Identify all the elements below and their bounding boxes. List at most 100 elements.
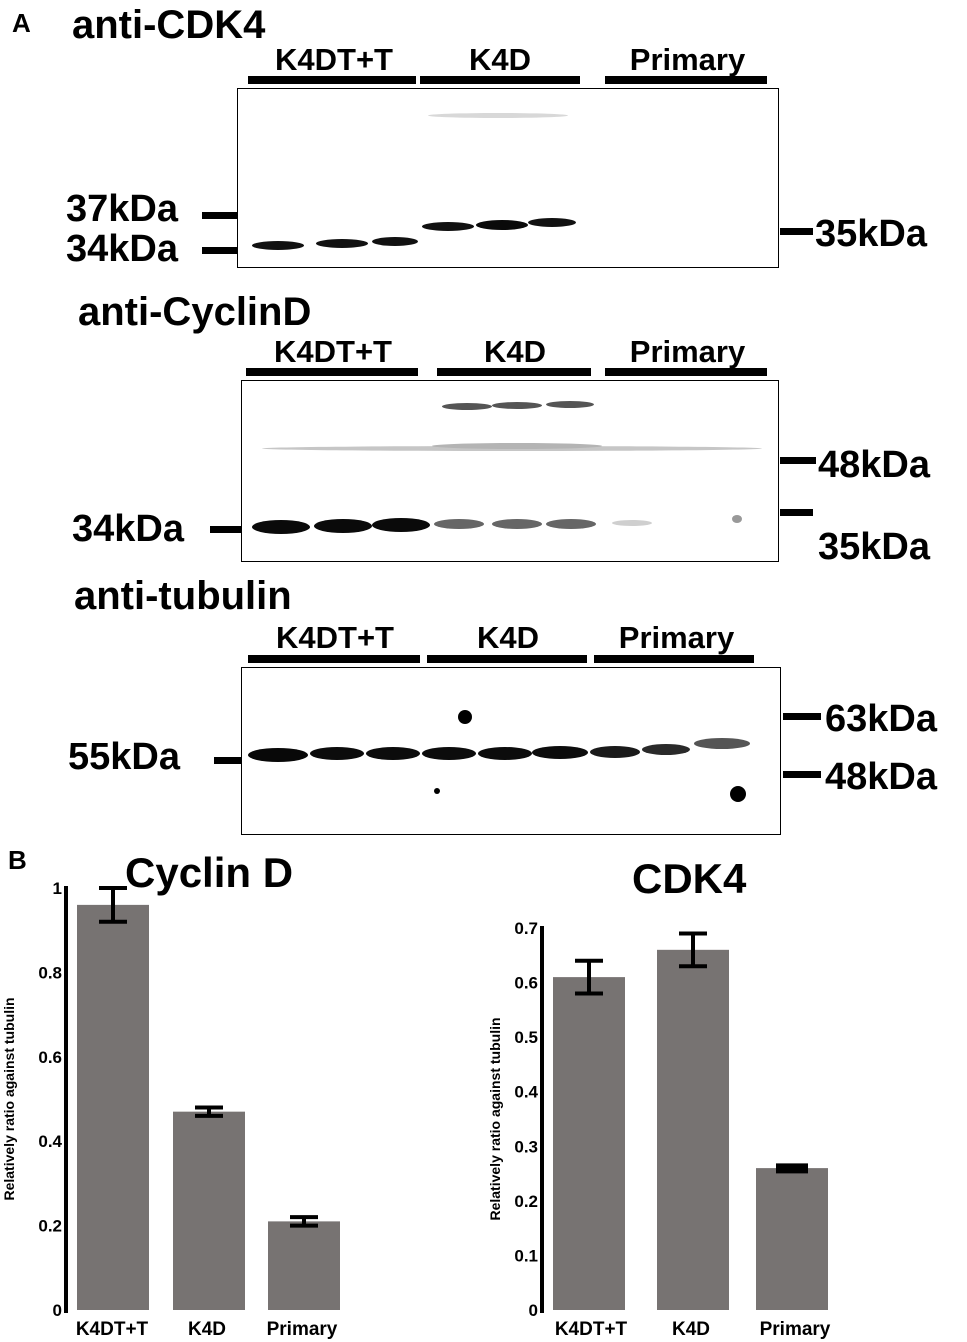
x-category-label: K4D (188, 1319, 226, 1340)
mw-marker-right: 35kDa (818, 526, 930, 568)
bar-chart-cdk4: 0 0.1 0.2 0.3 0.4 0.5 0.6 0.7 Relatively ratio a… (487, 919, 831, 1340)
y-tick-label: 0.6 (38, 1048, 62, 1067)
bar (268, 1221, 340, 1310)
mw-tick (780, 457, 816, 464)
lane-bar (605, 368, 767, 376)
lane-label: K4DT+T (274, 334, 392, 369)
band (428, 113, 568, 118)
bar (756, 1168, 828, 1310)
y-tick-label: 1 (53, 879, 62, 898)
band (528, 218, 576, 227)
blot-speck (458, 710, 472, 724)
band (432, 443, 602, 449)
band (422, 222, 474, 231)
mw-tick (214, 757, 241, 764)
band (642, 744, 690, 755)
lane-bar (437, 368, 591, 376)
x-category-label: Primary (760, 1319, 831, 1340)
lane-bar (248, 76, 416, 84)
band (590, 746, 640, 758)
lane-label: Primary (618, 620, 735, 655)
mw-tick (202, 212, 237, 219)
mw-marker-right: 35kDa (815, 213, 927, 255)
blot-image-tubulin (241, 667, 781, 835)
band (546, 401, 594, 408)
band (476, 220, 528, 230)
lane-label: K4D (483, 334, 546, 369)
y-tick-label: 0.1 (514, 1246, 538, 1265)
panel-b-letter: B (8, 845, 27, 875)
y-tick-label: 0.2 (38, 1217, 62, 1236)
y-tick-label: 0.6 (514, 974, 538, 993)
band (316, 239, 368, 248)
x-category-label: K4DT+T (555, 1319, 628, 1340)
chart-title-cyclind: Cyclin D (125, 849, 294, 896)
lane-bar (246, 368, 418, 376)
blot-title-tubulin: anti-tubulin (74, 574, 292, 618)
mw-marker-right: 48kDa (825, 756, 937, 798)
mw-marker-left: 34kDa (72, 508, 184, 550)
mw-tick (783, 771, 821, 778)
mw-tick (780, 509, 813, 516)
lane-label: K4D (468, 42, 531, 77)
y-tick-label: 0 (529, 1301, 538, 1320)
band (372, 518, 430, 532)
mw-marker-left: 55kDa (68, 736, 180, 778)
band (310, 747, 364, 760)
band (442, 403, 492, 410)
band (422, 747, 476, 760)
band (492, 402, 542, 409)
x-category-label: K4D (672, 1319, 710, 1340)
bar-chart-cyclind: 0 0.2 0.4 0.6 0.8 1 Relatively ratio against t… (1, 879, 340, 1340)
y-tick-label: 0 (53, 1301, 62, 1320)
y-tick-label: 0.8 (38, 963, 62, 982)
bar (77, 904, 149, 1310)
mw-marker-right: 48kDa (818, 444, 930, 486)
y-tick-label: 0.2 (514, 1192, 538, 1211)
mw-marker-left: 34kDa (66, 228, 178, 270)
y-axis-label: Relatively ratio against tubulin (1, 997, 17, 1200)
band (694, 738, 750, 749)
band (252, 520, 310, 534)
lane-bar (248, 655, 420, 663)
mw-tick (202, 247, 237, 254)
lane-bar (594, 655, 754, 663)
lane-label: Primary (629, 42, 746, 77)
mw-tick (780, 228, 813, 235)
band (492, 519, 542, 529)
bar (657, 949, 729, 1310)
blot-title-cyclind: anti-CyclinD (78, 290, 312, 334)
band (612, 520, 652, 526)
bar (173, 1111, 245, 1310)
x-category-label: Primary (267, 1319, 338, 1340)
band (478, 747, 532, 760)
band (248, 748, 308, 762)
mw-tick (210, 526, 241, 533)
band (314, 519, 372, 533)
mw-tick (783, 713, 821, 720)
band (532, 746, 588, 759)
y-tick-label: 0.3 (514, 1137, 538, 1156)
panel-a-letter: A (12, 8, 31, 38)
band (372, 237, 418, 246)
band (732, 515, 742, 523)
lane-bar (420, 76, 580, 84)
chart-title-cdk4: CDK4 (632, 855, 747, 902)
lane-label: Primary (629, 334, 746, 369)
blot-title-cdk4: anti-CDK4 (72, 3, 266, 47)
band (434, 519, 484, 529)
blot-speck (730, 786, 746, 802)
y-tick-label: 0.7 (514, 919, 538, 938)
lane-bar (427, 655, 587, 663)
mw-marker-left: 37kDa (66, 188, 178, 230)
x-category-label: K4DT+T (76, 1319, 149, 1340)
lane-label: K4D (476, 620, 539, 655)
bar (553, 977, 625, 1310)
lane-label: K4DT+T (276, 620, 394, 655)
error-bar (776, 1163, 808, 1174)
band (546, 519, 596, 529)
blot-speck (434, 788, 440, 794)
lane-bar (605, 76, 767, 84)
blot-image-cdk4 (237, 88, 779, 268)
band (252, 241, 304, 250)
